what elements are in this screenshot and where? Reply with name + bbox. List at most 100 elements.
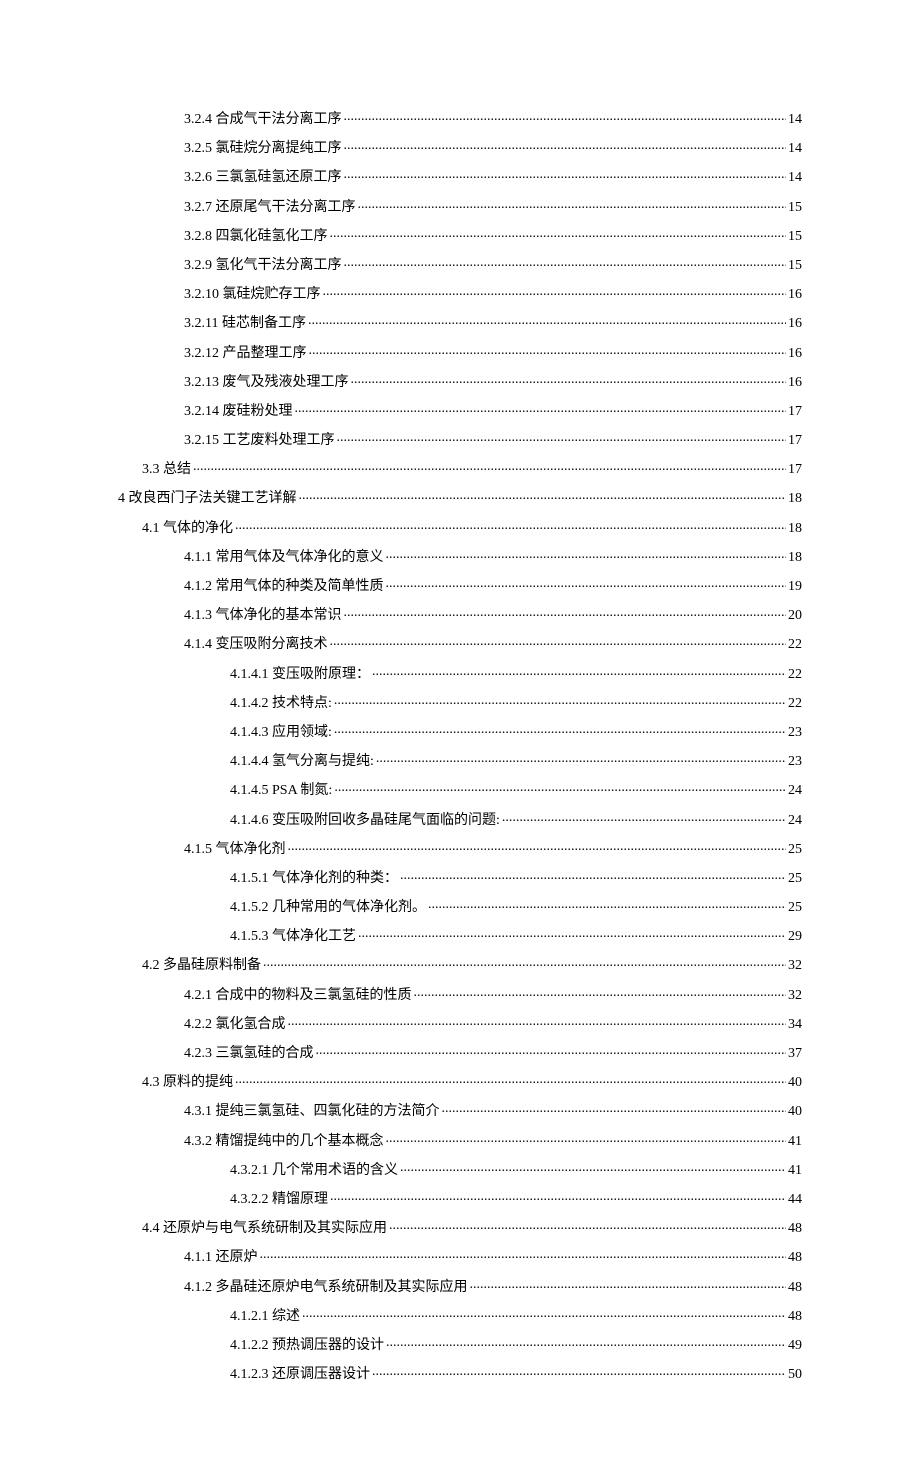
toc-entry-label: 3.2.15 工艺废料处理工序 (184, 429, 335, 449)
toc-entry[interactable]: 4.4 还原炉与电气系统研制及其实际应用48 (118, 1217, 802, 1237)
toc-entry[interactable]: 4.1 气体的净化18 (118, 517, 802, 537)
toc-entry-page: 17 (788, 433, 802, 449)
toc-entry[interactable]: 4.1.4.4 氢气分离与提纯:23 (118, 750, 802, 770)
toc-entry-label: 4.1.5.2 几种常用的气体净化剂。 (230, 896, 426, 916)
dot-leader (193, 459, 786, 473)
toc-entry-page: 40 (788, 1075, 802, 1091)
toc-entry-label: 3.3 总结 (142, 458, 191, 478)
toc-entry[interactable]: 4.2.1 合成中的物料及三氯氢硅的性质32 (118, 984, 802, 1004)
toc-entry[interactable]: 4.1.2.3 还原调压器设计50 (118, 1363, 802, 1383)
dot-leader (330, 634, 787, 648)
toc-entry[interactable]: 4.2.3 三氯氢硅的合成37 (118, 1042, 802, 1062)
toc-entry-page: 25 (788, 842, 802, 858)
toc-entry[interactable]: 3.2.7 还原尾气干法分离工序15 (118, 196, 802, 216)
toc-entry-label: 4.3.2 精馏提纯中的几个基本概念 (184, 1130, 384, 1150)
toc-entry[interactable]: 4.1.5.3 气体净化工艺29 (118, 925, 802, 945)
toc-entry[interactable]: 4.1.1 还原炉48 (118, 1246, 802, 1266)
dot-leader (386, 547, 787, 561)
toc-entry-label: 4.1.2.2 预热调压器的设计 (230, 1334, 384, 1354)
toc-entry-page: 44 (788, 1192, 802, 1208)
dot-leader (323, 284, 787, 298)
toc-entry-label: 3.2.14 废硅粉处理 (184, 400, 293, 420)
toc-entry-page: 34 (788, 1017, 802, 1033)
toc-entry-label: 4.3 原料的提纯 (142, 1071, 233, 1091)
toc-entry[interactable]: 3.2.9 氢化气干法分离工序15 (118, 254, 802, 274)
toc-entry[interactable]: 4.1.4.2 技术特点:22 (118, 692, 802, 712)
toc-entry-label: 4.1.1 还原炉 (184, 1246, 258, 1266)
toc-entry[interactable]: 4.1.2.2 预热调压器的设计49 (118, 1334, 802, 1354)
toc-entry-page: 17 (788, 462, 802, 478)
toc-entry-page: 18 (788, 521, 802, 537)
toc-entry-page: 18 (788, 550, 802, 566)
toc-entry[interactable]: 4.3 原料的提纯 40 (118, 1071, 802, 1091)
dot-leader (299, 488, 787, 502)
toc-entry-page: 23 (788, 754, 802, 770)
toc-entry[interactable]: 3.3 总结 17 (118, 458, 802, 478)
toc-entry[interactable]: 3.2.8 四氯化硅氢化工序15 (118, 225, 802, 245)
toc-entry-label: 3.2.12 产品整理工序 (184, 342, 307, 362)
toc-entry-label: 4.1.3 气体净化的基本常识 (184, 604, 342, 624)
toc-entry[interactable]: 4.1.1 常用气体及气体净化的意义 18 (118, 546, 802, 566)
toc-entry-page: 50 (788, 1367, 802, 1383)
toc-entry[interactable]: 3.2.15 工艺废料处理工序 17 (118, 429, 802, 449)
toc-entry[interactable]: 3.2.13 废气及残液处理工序16 (118, 371, 802, 391)
toc-entry[interactable]: 4.1.4.1 变压吸附原理：22 (118, 663, 802, 683)
toc-entry-page: 16 (788, 316, 802, 332)
toc-entry[interactable]: 3.2.4 合成气干法分离工序14 (118, 108, 802, 128)
toc-entry-label: 4.1.4.6 变压吸附回收多晶硅尾气面临的问题: (230, 809, 500, 829)
toc-entry[interactable]: 3.2.5 氯硅烷分离提纯工序14 (118, 137, 802, 157)
toc-entry[interactable]: 4.1.5.1 气体净化剂的种类：25 (118, 867, 802, 887)
toc-entry[interactable]: 4.1.3 气体净化的基本常识20 (118, 604, 802, 624)
toc-entry[interactable]: 3.2.12 产品整理工序16 (118, 342, 802, 362)
toc-entry[interactable]: 4.1.2.1 综述48 (118, 1305, 802, 1325)
toc-entry[interactable]: 4.3.1 提纯三氯氢硅、四氯化硅的方法简介40 (118, 1100, 802, 1120)
toc-entry-label: 4.1.1 常用气体及气体净化的意义 (184, 546, 384, 566)
dot-leader (337, 430, 787, 444)
toc-entry[interactable]: 4.3.2 精馏提纯中的几个基本概念41 (118, 1130, 802, 1150)
toc-entry-label: 3.2.11 硅芯制备工序 (184, 312, 306, 332)
dot-leader (372, 1364, 786, 1378)
dot-leader (344, 167, 787, 181)
toc-entry[interactable]: 3.2.10 氯硅烷贮存工序16 (118, 283, 802, 303)
toc-entry-label: 4.3.2.1 几个常用术语的含义 (230, 1159, 398, 1179)
toc-entry[interactable]: 4 改良西门子法关键工艺详解18 (118, 487, 802, 507)
dot-leader (389, 1218, 786, 1232)
toc-entry[interactable]: 4.3.2.2 精馏原理44 (118, 1188, 802, 1208)
toc-entry[interactable]: 4.2.2 氯化氢合成34 (118, 1013, 802, 1033)
toc-entry-label: 3.2.9 氢化气干法分离工序 (184, 254, 342, 274)
dot-leader (344, 138, 787, 152)
dot-leader (309, 343, 787, 357)
dot-leader (400, 868, 786, 882)
table-of-contents: 3.2.4 合成气干法分离工序14 3.2.5 氯硅烷分离提纯工序14 3.2.6 … (118, 108, 802, 1383)
toc-entry[interactable]: 4.1.5.2 几种常用的气体净化剂。25 (118, 896, 802, 916)
toc-entry-page: 29 (788, 929, 802, 945)
toc-entry[interactable]: 4.1.5 气体净化剂25 (118, 838, 802, 858)
toc-entry[interactable]: 4.3.2.1 几个常用术语的含义 41 (118, 1159, 802, 1179)
dot-leader (330, 1189, 786, 1203)
dot-leader (344, 109, 787, 123)
toc-entry-page: 16 (788, 375, 802, 391)
toc-entry[interactable]: 4.2 多晶硅原料制备32 (118, 954, 802, 974)
toc-entry-page: 41 (788, 1163, 802, 1179)
toc-entry[interactable]: 4.1.4 变压吸附分离技术22 (118, 633, 802, 653)
toc-entry[interactable]: 3.2.14 废硅粉处理17 (118, 400, 802, 420)
toc-entry[interactable]: 4.1.2 常用气体的种类及简单性质19 (118, 575, 802, 595)
toc-entry[interactable]: 3.2.11 硅芯制备工序 16 (118, 312, 802, 332)
toc-entry-page: 48 (788, 1280, 802, 1296)
toc-entry-label: 4.2 多晶硅原料制备 (142, 954, 261, 974)
toc-entry-label: 4.1.2 多晶硅还原炉电气系统研制及其实际应用 (184, 1276, 468, 1296)
toc-entry[interactable]: 4.1.2 多晶硅还原炉电气系统研制及其实际应用 48 (118, 1276, 802, 1296)
toc-entry-label: 3.2.8 四氯化硅氢化工序 (184, 225, 328, 245)
toc-entry[interactable]: 3.2.6 三氯氢硅氢还原工序14 (118, 166, 802, 186)
toc-entry-label: 3.2.7 还原尾气干法分离工序 (184, 196, 356, 216)
toc-entry[interactable]: 4.1.4.5 PSA 制氮:24 (118, 779, 802, 799)
toc-entry-label: 3.2.10 氯硅烷贮存工序 (184, 283, 321, 303)
toc-entry-label: 4.1.4.2 技术特点: (230, 692, 332, 712)
dot-leader (260, 1247, 787, 1261)
dot-leader (386, 576, 787, 590)
toc-entry[interactable]: 4.1.4.6 变压吸附回收多晶硅尾气面临的问题:24 (118, 809, 802, 829)
toc-entry[interactable]: 4.1.4.3 应用领域:23 (118, 721, 802, 741)
dot-leader (344, 605, 787, 619)
toc-entry-page: 14 (788, 112, 802, 128)
toc-entry-page: 22 (788, 637, 802, 653)
